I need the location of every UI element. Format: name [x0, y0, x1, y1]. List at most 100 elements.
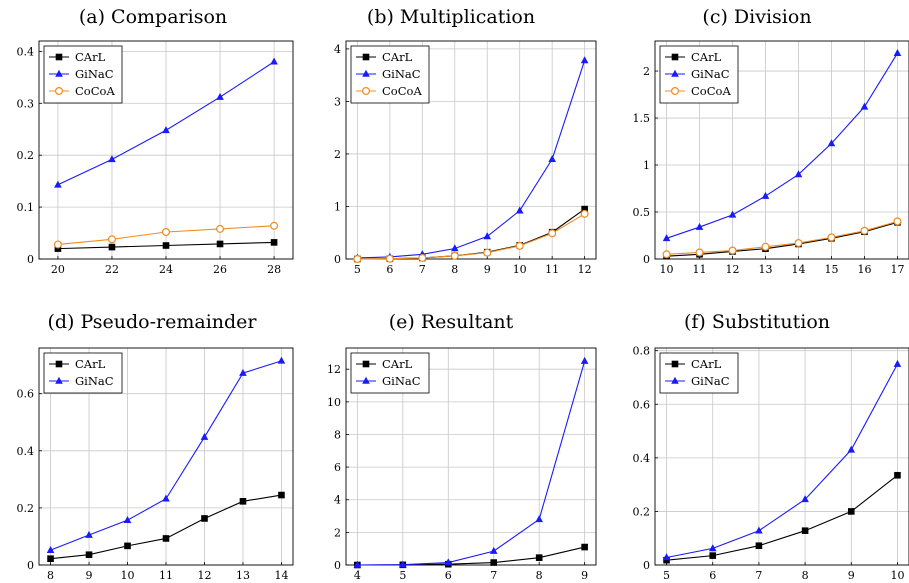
- legend-marker-f-carl: [671, 360, 679, 368]
- legend-marker-a-carl: [55, 53, 63, 61]
- point-f-carl-3: [801, 527, 809, 535]
- point-b-ginac-4: [483, 232, 492, 240]
- x-tick-label-e-5: 9: [581, 569, 588, 582]
- x-tick-label-c-2: 12: [726, 263, 740, 276]
- point-d-carl-1: [85, 551, 93, 559]
- x-tick-label-a-1: 22: [105, 263, 119, 276]
- point-e-ginac-4: [535, 515, 543, 523]
- point-d-carl-3: [162, 535, 170, 542]
- point-c-cocoa-2: [728, 246, 737, 255]
- point-f-ginac-0: [662, 553, 671, 561]
- x-tick-label-d-2: 10: [121, 569, 135, 582]
- legend-label-c-carl: CArL: [691, 50, 722, 64]
- legend-label-f-carl: CArL: [691, 357, 722, 371]
- y-tick-label-c-1: 0.5: [633, 206, 651, 219]
- y-tick-label-b-1: 1: [334, 200, 341, 213]
- point-a-ginac-2: [162, 126, 170, 134]
- x-tick-label-c-7: 17: [890, 263, 904, 276]
- y-tick-label-f-1: 0.2: [633, 505, 651, 518]
- point-c-ginac-1: [695, 222, 704, 230]
- chart-title-f: (f) Substitution: [683, 311, 831, 333]
- x-tick-label-c-0: 10: [660, 263, 674, 276]
- x-tick-label-e-3: 7: [490, 569, 497, 582]
- point-e-ginac-5: [580, 356, 589, 364]
- point-e-ginac-1: [399, 560, 407, 568]
- series-line-e-carl: [357, 546, 585, 566]
- point-b-cocoa-2: [418, 253, 427, 262]
- y-tick-label-a-4: 0.4: [17, 45, 35, 58]
- point-d-carl-4: [201, 515, 208, 522]
- y-tick-label-f-0: 0: [643, 559, 650, 572]
- point-d-ginac-6: [277, 356, 286, 364]
- x-tick-label-b-3: 8: [451, 263, 458, 276]
- legend-box-e: [350, 352, 430, 394]
- series-group-a: [53, 57, 279, 252]
- legend-marker-a-ginac: [55, 69, 63, 77]
- y-tick-label-c-2: 1: [643, 159, 650, 172]
- legend-label-e-ginac: GiNaC: [382, 374, 421, 388]
- y-tick-label-c-4: 2: [643, 65, 650, 78]
- series-line-b-ginac: [357, 60, 586, 259]
- y-tick-label-b-2: 2: [334, 148, 341, 161]
- chart-title-d: (d) Pseudo-remainder: [47, 311, 257, 333]
- point-a-carl-0: [54, 245, 62, 252]
- y-tick-label-b-0: 0: [334, 253, 341, 266]
- legend-marker-d-ginac: [55, 376, 63, 384]
- x-tick-label-e-2: 6: [445, 569, 452, 582]
- legend-box-d: [43, 352, 123, 394]
- point-c-ginac-3: [761, 191, 770, 199]
- x-tick-label-b-1: 6: [386, 263, 393, 276]
- point-a-cocoa-0: [53, 240, 62, 249]
- series-line-b-cocoa: [357, 213, 585, 260]
- point-b-cocoa-6: [548, 229, 557, 238]
- y-tick-label-d-0: 0: [27, 559, 34, 572]
- point-d-carl-0: [47, 555, 54, 563]
- x-tick-label-a-2: 24: [159, 263, 173, 276]
- x-tick-label-b-2: 7: [419, 263, 426, 276]
- point-c-cocoa-6: [860, 226, 869, 235]
- point-d-ginac-5: [239, 368, 247, 376]
- legend-marker-c-cocoa: [670, 86, 679, 95]
- y-tick-label-e-5: 10: [327, 396, 341, 409]
- y-tick-label-c-0: 0: [643, 253, 650, 266]
- x-tick-label-e-4: 8: [536, 569, 543, 582]
- chart-f: 5 6 7 8 9 10 0 0.2 0.4 0.6 0.8 CArL GiNaC: [633, 345, 909, 582]
- legend-marker-c-ginac: [671, 69, 679, 77]
- point-c-cocoa-7: [893, 217, 902, 226]
- point-d-ginac-3: [162, 494, 170, 502]
- point-b-cocoa-1: [385, 254, 394, 263]
- point-b-ginac-6: [548, 154, 556, 162]
- plot-frame-e: [345, 347, 597, 566]
- point-b-cocoa-4: [483, 248, 492, 257]
- legend-marker-e-ginac: [362, 376, 370, 384]
- y-tick-label-d-3: 0.6: [17, 388, 35, 401]
- point-c-ginac-4: [794, 170, 803, 178]
- legend-box-f: [659, 352, 739, 394]
- x-tick-label-d-5: 13: [236, 569, 250, 582]
- series-line-e-ginac: [357, 360, 586, 566]
- series-line-c-ginac: [666, 52, 898, 239]
- point-c-ginac-6: [860, 102, 869, 110]
- plot-frame-f: [654, 347, 909, 566]
- y-tick-label-f-2: 0.4: [633, 452, 651, 465]
- series-group-f: [662, 359, 902, 564]
- point-a-ginac-1: [108, 155, 116, 163]
- series-group-b: [353, 56, 589, 264]
- legend-label-b-carl: CArL: [382, 50, 413, 64]
- legend-label-d-ginac: GiNaC: [75, 374, 114, 388]
- point-f-carl-2: [755, 542, 763, 550]
- y-tick-label-a-2: 0.2: [17, 149, 35, 162]
- series-line-f-carl: [666, 474, 898, 561]
- chart-title-a: (a) Comparison: [78, 6, 228, 28]
- point-c-cocoa-4: [794, 239, 803, 248]
- chart-title-b: (b) Multiplication: [366, 6, 536, 28]
- x-tick-label-b-5: 10: [513, 263, 527, 276]
- point-f-ginac-5: [893, 359, 902, 367]
- x-tick-label-d-4: 12: [197, 569, 211, 582]
- chart-title-e: (e) Resultant: [388, 311, 514, 333]
- y-tick-label-e-1: 2: [334, 526, 341, 539]
- point-c-ginac-2: [728, 210, 737, 218]
- y-tick-label-b-3: 3: [334, 95, 341, 108]
- point-e-carl-3: [490, 559, 498, 566]
